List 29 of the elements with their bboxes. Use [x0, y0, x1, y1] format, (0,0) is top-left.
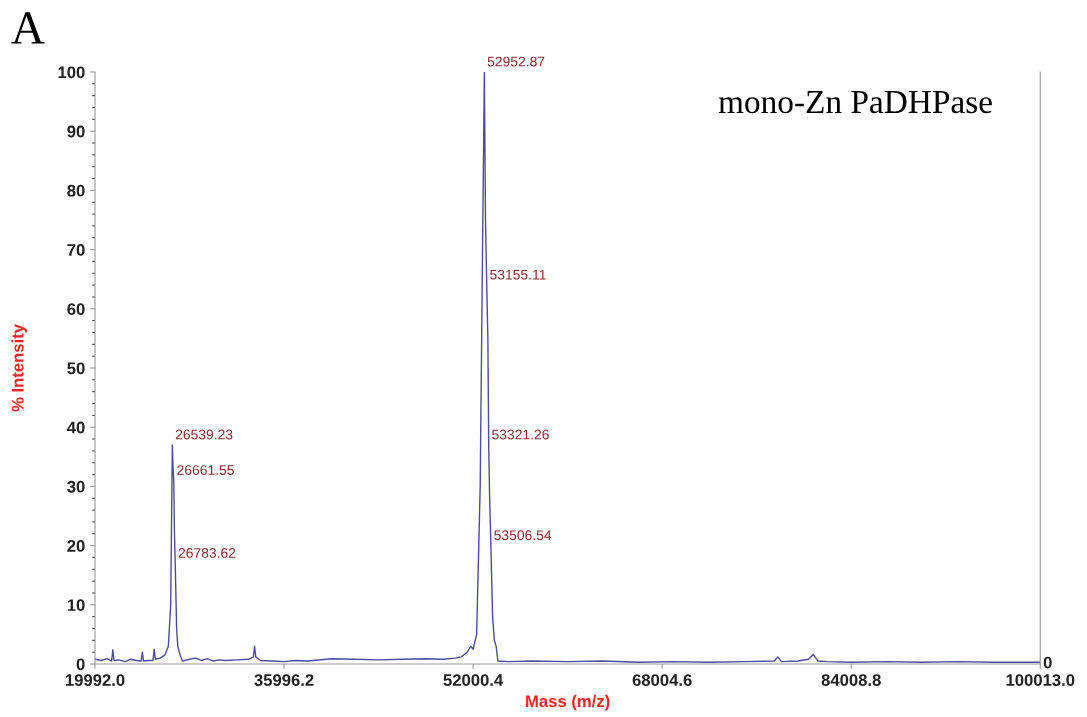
text: A: [11, 12, 45, 44]
annotation: 26539.23: [175, 429, 233, 440]
annotation: 26783.62: [178, 548, 236, 558]
x-tick-label: 52000.4: [443, 674, 504, 686]
y-tick-label: 100: [58, 66, 85, 79]
annotation: 53506.54: [494, 530, 552, 541]
y-tick-label: 40: [67, 421, 85, 434]
annotation: 53321.26: [492, 429, 549, 440]
x-tick-label: 35996.2: [254, 674, 314, 686]
y-tick-label: 20: [67, 540, 85, 552]
annotation: 26661.55: [177, 465, 234, 475]
y-tick-label: 80: [67, 184, 85, 197]
y-axis-title: % Intensity: [11, 324, 27, 412]
y-tick-label: 60: [67, 303, 85, 315]
y-tick-label: 10: [67, 599, 85, 612]
annotation: 53155.11: [490, 269, 546, 280]
annotation: mono-Zn PaDHPase: [718, 91, 992, 114]
x-axis-title: Mass (m/z): [526, 694, 610, 711]
x-tick-label: 19992.0: [65, 674, 125, 686]
text: 0: [1043, 656, 1052, 669]
y-tick-label: 90: [67, 125, 85, 138]
annotation: 52952.87: [487, 56, 545, 67]
y-tick-label: 0: [76, 658, 85, 671]
x-tick-label: 100013.0: [1006, 674, 1075, 686]
y-tick-label: 70: [67, 244, 85, 256]
x-tick-label: 68004.6: [632, 674, 692, 686]
y-tick-label: 50: [67, 362, 85, 375]
y-tick-label: 30: [67, 480, 85, 493]
x-tick-label: 84008.8: [821, 674, 881, 686]
